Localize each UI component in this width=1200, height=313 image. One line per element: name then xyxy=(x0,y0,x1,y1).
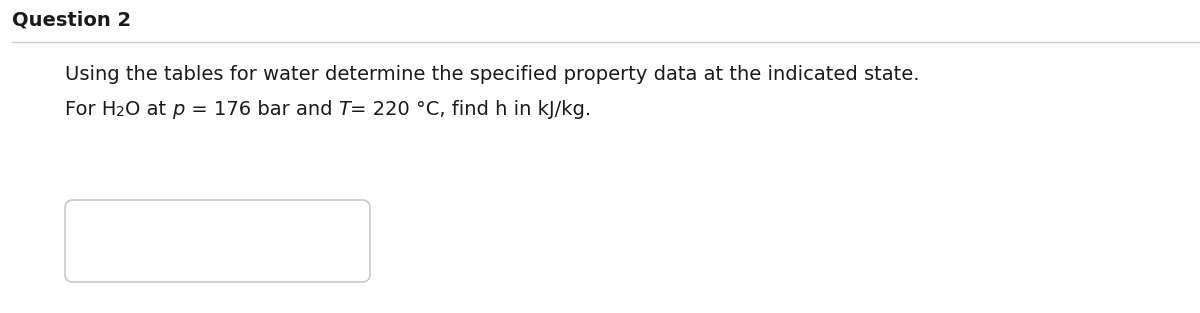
Text: p: p xyxy=(173,100,185,119)
Text: Using the tables for water determine the specified property data at the indicate: Using the tables for water determine the… xyxy=(65,65,919,84)
FancyBboxPatch shape xyxy=(65,200,370,282)
Text: O at: O at xyxy=(125,100,173,119)
Text: = 176 bar and: = 176 bar and xyxy=(185,100,338,119)
Text: Question 2: Question 2 xyxy=(12,10,131,29)
Text: For H: For H xyxy=(65,100,116,119)
Text: T: T xyxy=(338,100,350,119)
Text: = 220 °C, find h in kJ/kg.: = 220 °C, find h in kJ/kg. xyxy=(350,100,592,119)
Text: 2: 2 xyxy=(116,105,125,119)
